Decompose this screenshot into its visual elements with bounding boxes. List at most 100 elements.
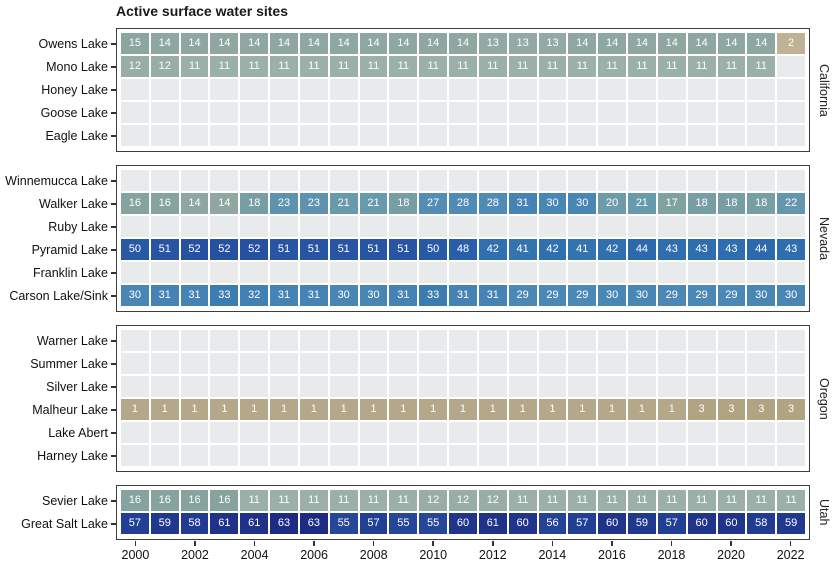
x-tick — [789, 541, 792, 546]
heatmap-cell: 12 — [419, 490, 448, 511]
heatmap-cell: 11 — [180, 56, 209, 77]
heatmap-cell: 11 — [449, 56, 477, 77]
heatmap-cell: 42 — [538, 239, 567, 260]
heatmap-cell: 1 — [419, 399, 448, 420]
heatmap-cell: 1 — [121, 399, 149, 420]
heatmap-cell: 11 — [598, 490, 627, 511]
heatmap-cell — [270, 376, 298, 397]
heatmap-cell: 28 — [449, 193, 477, 214]
heatmap-cell — [598, 422, 627, 443]
heatmap-cell: 11 — [299, 56, 328, 77]
x-tick-label: 2018 — [657, 548, 686, 562]
heatmap-cell — [747, 376, 776, 397]
y-axis-labels: Winnemucca Lake Walker Lake Ruby Lake Pyram… — [0, 171, 116, 309]
row-label-row: Ruby Lake — [0, 217, 116, 238]
heatmap-cell: 14 — [747, 33, 776, 54]
x-tick-label: 2012 — [478, 548, 507, 562]
row-label: Ruby Lake — [48, 220, 108, 234]
heatmap-cell: 48 — [449, 239, 477, 260]
heatmap-cell — [329, 79, 358, 100]
heatmap-cell — [747, 79, 776, 100]
heatmap-cell — [568, 376, 597, 397]
heatmap-cell — [598, 376, 627, 397]
row-label-row: Malheur Lake — [0, 400, 116, 421]
heatmap-cell — [359, 170, 388, 191]
row-tick — [111, 66, 116, 68]
heatmap-cell: 58 — [747, 513, 776, 534]
heatmap-cell: 11 — [598, 56, 627, 77]
heatmap-cell — [240, 262, 269, 283]
row-tick — [111, 363, 116, 365]
heatmap-cell: 11 — [359, 490, 388, 511]
heatmap-cell — [270, 262, 298, 283]
heatmap-cell — [270, 422, 298, 443]
heatmap-cell — [717, 125, 746, 146]
heatmap-cell: 1 — [389, 399, 418, 420]
heatmap-cell: 50 — [121, 239, 149, 260]
row-label-row: Great Salt Lake — [0, 514, 116, 535]
heatmap-cell: 1 — [270, 399, 298, 420]
row-label-row: Winnemucca Lake — [0, 171, 116, 192]
heatmap-cell: 14 — [628, 33, 656, 54]
heatmap-cell — [210, 170, 239, 191]
heatmap-cell — [657, 170, 686, 191]
heatmap-cell: 43 — [717, 239, 746, 260]
row-tick — [111, 523, 116, 525]
x-axis-column: 2018 — [657, 541, 686, 562]
heatmap-cell — [717, 445, 746, 466]
heatmap-cell: 11 — [538, 56, 567, 77]
heatmap-cell — [538, 79, 567, 100]
heatmap-cell: 3 — [717, 399, 746, 420]
x-tick-label: 2010 — [419, 548, 448, 562]
heatmap-cell: 63 — [299, 513, 328, 534]
heatmap-cell — [717, 79, 746, 100]
heatmap-cell — [240, 422, 269, 443]
heatmap-cell — [180, 125, 209, 146]
heatmap-cell: 57 — [657, 513, 686, 534]
x-axis: 2000 2002 2004 2006 2008 2010 2012 2014 2016 2018… — [122, 541, 805, 562]
heatmap-cell — [568, 330, 597, 351]
heatmap-cell: 14 — [419, 33, 448, 54]
row-tick — [111, 432, 116, 434]
heatmap-cell: 1 — [329, 399, 358, 420]
heatmap-cell — [419, 376, 448, 397]
row-label: Harney Lake — [37, 449, 108, 463]
row-label-row: Summer Lake — [0, 354, 116, 375]
heatmap-cell — [747, 125, 776, 146]
heatmap-cell — [628, 353, 656, 374]
x-axis-column — [628, 541, 656, 562]
x-axis-column — [330, 541, 358, 562]
x-tick — [372, 541, 375, 546]
heatmap-cell: 51 — [270, 239, 298, 260]
heatmap-cell — [419, 102, 448, 123]
heatmap-cell: 11 — [329, 56, 358, 77]
heatmap-cell: 41 — [568, 239, 597, 260]
heatmap-cell: 14 — [449, 33, 477, 54]
heatmap-cell: 11 — [687, 490, 716, 511]
x-axis-column: 2002 — [181, 541, 209, 562]
heatmap-cell: 11 — [389, 490, 418, 511]
heatmap-cell — [210, 445, 239, 466]
heatmap-cell — [359, 330, 388, 351]
heatmap-cell: 55 — [419, 513, 448, 534]
heatmap-cell — [180, 422, 209, 443]
heatmap-cell: 55 — [389, 513, 418, 534]
heatmap-cell — [150, 422, 179, 443]
heatmap-cell — [270, 445, 298, 466]
heatmap-cell — [747, 445, 776, 466]
heatmap-cell — [478, 79, 507, 100]
heatmap-cell — [628, 216, 656, 237]
heatmap-cell — [747, 170, 776, 191]
heatmap-cell: 28 — [478, 193, 507, 214]
row-label: Silver Lake — [46, 380, 108, 394]
heatmap-cell — [687, 330, 716, 351]
x-tick-label: 2016 — [598, 548, 626, 562]
x-axis-column — [568, 541, 596, 562]
heatmap-cell: 11 — [508, 490, 537, 511]
row-label: Honey Lake — [41, 83, 108, 97]
heatmap-cell — [270, 79, 298, 100]
heatmap-cell — [240, 102, 269, 123]
heatmap-cell — [717, 262, 746, 283]
heatmap-cell — [389, 170, 418, 191]
heatmap-cell: 14 — [210, 33, 239, 54]
